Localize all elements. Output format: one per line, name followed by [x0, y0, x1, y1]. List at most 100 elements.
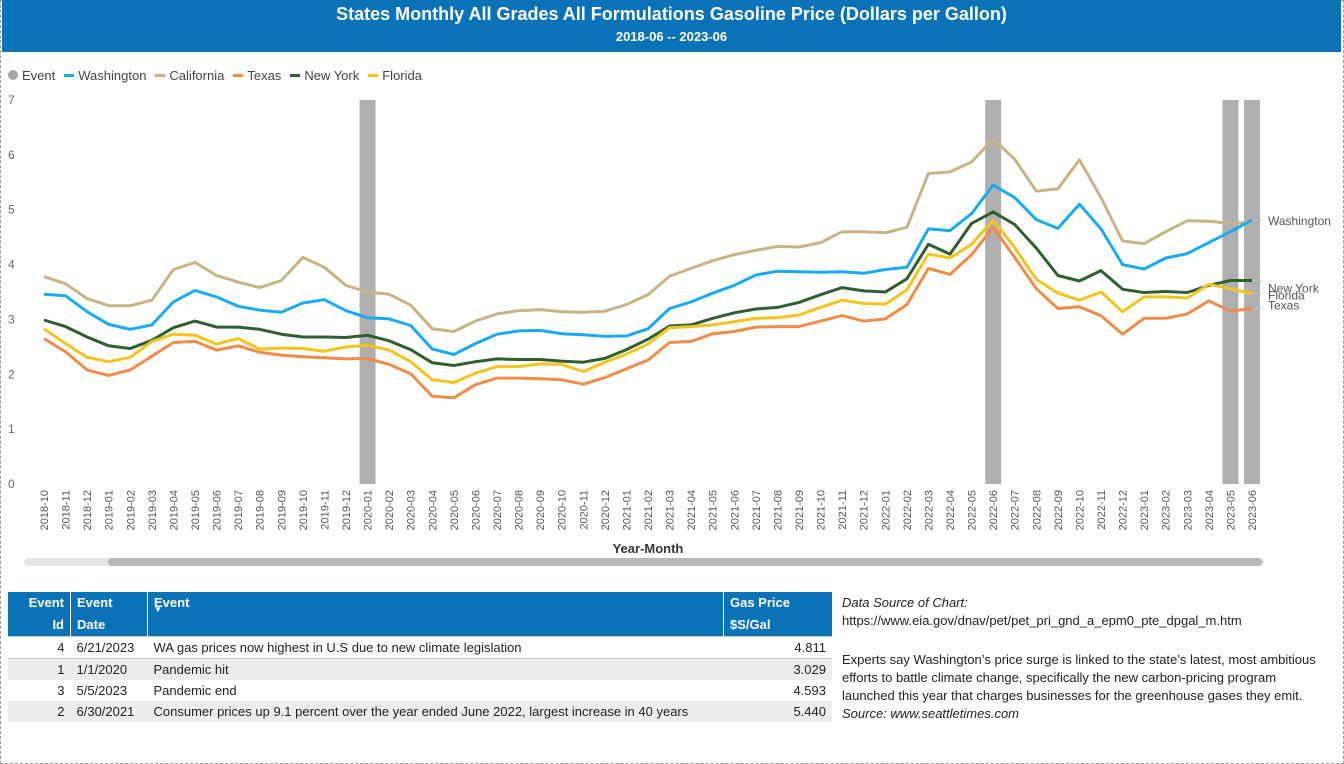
x-tick-label: 2019-02	[125, 490, 137, 530]
event-bar	[985, 100, 1002, 484]
x-tick-label: 2020-08	[514, 490, 526, 530]
y-tick-label: 4	[8, 258, 15, 272]
x-tick-label: 2021-10	[816, 490, 828, 530]
y-tick-label: 2	[8, 367, 15, 381]
legend-swatch-texas	[233, 73, 244, 77]
table-row[interactable]: 2 6/30/2021 Consumer prices up 9.1 perce…	[8, 701, 832, 722]
cell-event: Pandemic end	[153, 683, 237, 698]
x-tick-label: 2023-02	[1161, 490, 1173, 530]
table-row[interactable]: 4 6/21/2023 WA gas prices now highest in…	[8, 636, 832, 659]
x-tick-label: 2019-09	[276, 490, 288, 530]
x-tick-label: 2019-05	[190, 490, 202, 530]
end-label-washington: Washington	[1268, 214, 1331, 228]
x-tick-label: 2022-09	[1053, 490, 1065, 530]
x-tick-label: 2019-04	[168, 490, 180, 530]
x-tick-label: 2018-11	[61, 490, 73, 530]
x-tick-label: 2023-04	[1204, 490, 1216, 530]
x-tick-label: 2019-01	[104, 490, 116, 530]
x-tick-label: 2022-11	[1096, 490, 1108, 530]
x-tick-label: 2020-05	[449, 490, 461, 530]
cell-event-date: 6/21/2023	[70, 636, 148, 659]
x-tick-label: 2021-04	[686, 490, 698, 530]
series-line-florida	[43, 218, 1253, 384]
legend-swatch-florida	[368, 73, 379, 77]
x-tick-label: 2020-04	[427, 490, 439, 530]
legend-swatch-washington	[64, 73, 75, 77]
x-tick-label: 2022-07	[1010, 490, 1022, 530]
x-tick-label: 2020-07	[492, 490, 504, 530]
legend-item-texas[interactable]: Texas	[233, 68, 281, 83]
x-tick-label: 2022-01	[880, 490, 892, 530]
legend-item-florida[interactable]: Florida	[368, 68, 422, 83]
x-tick-label: 2019-11	[319, 490, 331, 530]
legend-label-new-york: New York	[304, 67, 360, 83]
x-tick-label: 2022-02	[902, 490, 914, 530]
x-tick-label: 2020-11	[578, 490, 590, 530]
y-tick-label: 7	[8, 93, 15, 107]
x-tick-label: 2020-06	[470, 490, 482, 530]
report-title: States Monthly All Grades All Formulatio…	[336, 4, 1007, 24]
source-url[interactable]: https://www.eia.gov/dnav/pet/pet_pri_gnd…	[842, 613, 1242, 628]
cell-gas-price: 4.593	[793, 683, 826, 698]
cell-event-id: 2	[8, 701, 71, 722]
chart-scrollbar-thumb[interactable]	[108, 558, 1262, 566]
y-tick-label: 1	[8, 422, 15, 436]
chart-legend[interactable]: Event Washington California Texas New Yo…	[8, 66, 431, 84]
x-tick-label: 2020-03	[406, 490, 418, 530]
source-label: Data Source of Chart:	[842, 595, 968, 610]
x-tick-label: 2020-10	[557, 490, 569, 530]
x-tick-label: 2021-09	[794, 490, 806, 530]
x-tick-label: 2019-07	[233, 490, 245, 530]
series-line-california	[43, 137, 1253, 333]
legend-label-texas: Texas	[247, 67, 282, 83]
cell-event-id: 1	[8, 658, 71, 680]
legend-item-new-york[interactable]: New York	[290, 68, 359, 83]
column-header-event-label: Event	[154, 595, 190, 610]
cell-event: Consumer prices up 9.1 percent over the …	[147, 701, 724, 722]
x-tick-label: 2018-12	[82, 490, 94, 530]
x-tick-label: 2023-05	[1225, 490, 1237, 530]
column-header-event-date-label: Event Date	[77, 595, 113, 632]
series-line-new-york	[43, 210, 1252, 367]
x-tick-label: 2021-08	[772, 490, 784, 530]
legend-item-washington[interactable]: Washington	[64, 68, 146, 83]
table-row[interactable]: 1 1/1/2020 Pandemic hit 3.029	[8, 658, 832, 680]
column-header-gas-price[interactable]: Gas Price $S/Gal	[723, 592, 832, 637]
x-tick-label: 2022-05	[967, 490, 979, 530]
legend-item-california[interactable]: California	[155, 68, 224, 83]
column-header-event-id[interactable]: Event Id	[8, 592, 71, 637]
events-table: Event Id Event Date Event ▼ Gas Price $S/…	[8, 592, 832, 722]
x-tick-label: 2021-11	[837, 490, 849, 530]
report-subtitle: 2018-06 -- 2023-06	[615, 29, 728, 44]
y-tick-label: 0	[8, 477, 15, 491]
cell-event-date: 6/30/2021	[70, 701, 148, 722]
end-label-new-york: New York	[1268, 281, 1320, 295]
x-tick-label: 2021-01	[621, 490, 633, 530]
x-tick-label: 2022-06	[988, 490, 1000, 530]
table-row[interactable]: 3 5/5/2023 Pandemic end 4.593	[8, 680, 832, 701]
x-tick-label: 2022-03	[923, 490, 935, 530]
x-tick-label: 2023-01	[1139, 490, 1151, 530]
x-tick-label: 2020-12	[600, 490, 612, 530]
x-tick-label: 2021-05	[708, 490, 720, 530]
note-credit: Source: www.seattletimes.com	[842, 706, 1020, 721]
x-tick-label: 2021-03	[665, 490, 677, 530]
legend-item-event[interactable]: Event	[8, 68, 55, 83]
y-tick-label: 5	[8, 203, 15, 217]
x-tick-label: 2022-10	[1074, 490, 1086, 530]
y-tick-label: 3	[8, 312, 15, 326]
x-tick-label: 2019-12	[341, 490, 353, 530]
x-tick-label: 2021-12	[859, 490, 871, 530]
x-tick-label: 2023-06	[1247, 490, 1259, 530]
x-tick-label: 2023-03	[1182, 490, 1194, 530]
column-header-event[interactable]: Event ▼	[147, 592, 724, 637]
x-tick-label: 2022-08	[1031, 490, 1043, 530]
column-header-event-date[interactable]: Event Date	[70, 592, 148, 637]
x-tick-label: 2021-06	[729, 490, 741, 530]
x-tick-label: 2020-01	[363, 490, 375, 530]
legend-label-florida: Florida	[382, 67, 422, 83]
series-line-texas	[43, 225, 1253, 400]
x-tick-label: 2021-02	[643, 490, 655, 530]
legend-swatch-new-york	[290, 73, 301, 77]
